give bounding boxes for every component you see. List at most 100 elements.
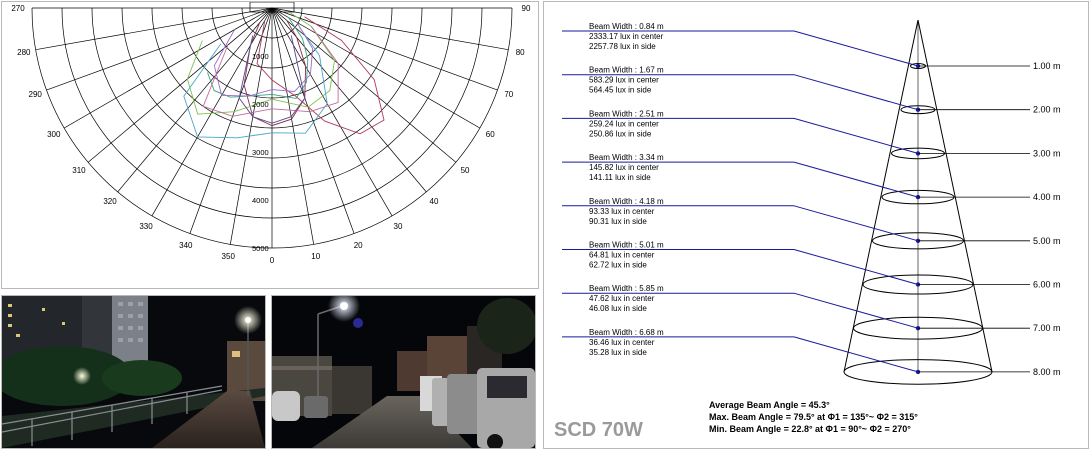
- radial-tick-label: 5000: [252, 244, 269, 253]
- center-lux-label: 47.62 lux in center: [589, 294, 655, 303]
- intensity-curve: [256, 16, 385, 135]
- polar-grid-spoke: [271, 7, 315, 245]
- angle-tick-label: 30: [394, 222, 403, 231]
- angle-tick-label: 20: [354, 241, 363, 250]
- cone-edge-right: [917, 19, 993, 373]
- polar-grid-spoke: [271, 7, 481, 129]
- radial-tick-label: 3000: [252, 148, 269, 157]
- polar-grid-spoke: [229, 7, 273, 245]
- distance-label: 8.00 m: [1033, 367, 1061, 377]
- label-pointer-line: [793, 30, 919, 67]
- beam-diagram-panel: 1.00 m Beam Width : 0.84 m 2333.17 lux in …: [543, 1, 1089, 449]
- distance-label: 1.00 m: [1033, 61, 1061, 71]
- intensity-curve: [243, 20, 307, 127]
- polar-grid-spoke: [271, 7, 457, 163]
- polar-grid-spoke: [63, 7, 273, 129]
- center-lux-label: 2333.17 lux in center: [589, 32, 664, 41]
- beam-width-label: Beam Width : 5.01 m: [589, 241, 664, 250]
- intensity-curve: [202, 26, 339, 117]
- luminaire-marker: [249, 1, 295, 13]
- beam-width-label: Beam Width : 6.68 m: [589, 328, 664, 337]
- angle-tick-label: 270: [11, 4, 25, 13]
- angle-tick-label: 310: [72, 166, 86, 175]
- side-lux-label: 250.86 lux in side: [589, 129, 652, 138]
- polar-grid-spoke: [87, 7, 273, 163]
- polar-grid-spoke: [271, 7, 393, 217]
- distance-label: 4.00 m: [1033, 192, 1061, 202]
- distance-label: 7.00 m: [1033, 323, 1061, 333]
- angle-tick-label: 10: [311, 252, 320, 261]
- cone-edge-left: [843, 19, 919, 373]
- angle-tick-label: 280: [17, 48, 31, 57]
- intensity-curve: [207, 17, 309, 99]
- side-lux-label: 35.28 lux in side: [589, 348, 647, 357]
- angle-tick-label: 350: [222, 252, 236, 261]
- beam-width-label: Beam Width : 3.34 m: [589, 153, 664, 162]
- side-lux-label: 141.11 lux in side: [589, 173, 651, 182]
- side-lux-label: 90.31 lux in side: [589, 217, 647, 226]
- max-beam-angle: Max. Beam Angle = 79.5° at Φ1 = 135°~ Φ2…: [709, 412, 918, 422]
- radial-tick-label: 1000: [252, 52, 269, 61]
- radial-tick-label: 2000: [252, 100, 269, 109]
- angle-tick-label: 70: [504, 90, 513, 99]
- label-pointer-line: [793, 161, 919, 198]
- intensity-curve: [186, 12, 335, 115]
- polar-grid-spoke: [271, 7, 509, 51]
- beam-width-label: Beam Width : 2.51 m: [589, 109, 664, 118]
- center-lux-label: 145.82 lux in center: [589, 163, 659, 172]
- walkway-scene: [2, 296, 265, 448]
- beam-width-label: Beam Width : 5.85 m: [589, 284, 664, 293]
- side-lux-label: 2257.78 lux in side: [589, 42, 656, 51]
- polar-grid-spoke: [271, 7, 427, 193]
- intensity-curve: [238, 35, 306, 124]
- polar-grid-spoke: [46, 7, 273, 91]
- polar-grid-spoke: [189, 7, 273, 234]
- distance-label: 3.00 m: [1033, 148, 1061, 158]
- polar-grid-spoke: [271, 7, 355, 234]
- polar-grid-spoke: [117, 7, 273, 193]
- polar-grid-spoke: [35, 7, 273, 51]
- beam-width-label: Beam Width : 0.84 m: [589, 22, 664, 31]
- label-pointer-line: [793, 249, 919, 285]
- polar-chart: 270 280 290 300 310 320 330 340 350 0 10 20 30 40 50 60…: [11, 1, 531, 265]
- intensity-curve: [183, 27, 328, 139]
- label-pointer-line: [793, 205, 919, 242]
- side-lux-label: 564.45 lux in side: [589, 86, 652, 95]
- distance-label: 2.00 m: [1033, 105, 1061, 115]
- angle-tick-label: 330: [139, 222, 153, 231]
- polar-grid-spoke: [271, 7, 498, 91]
- night-walkway-photo: [1, 295, 266, 449]
- night-street-photo: [271, 295, 536, 449]
- label-pointer-line: [793, 117, 919, 154]
- label-pointer-line: [793, 74, 919, 111]
- distance-label: 5.00 m: [1033, 236, 1061, 246]
- center-lux-label: 36.46 lux in center: [589, 338, 655, 347]
- center-lux-label: 93.33 lux in center: [589, 207, 655, 216]
- label-pointer-line: [793, 292, 919, 329]
- min-beam-angle: Min. Beam Angle = 22.8° at Φ1 = 90°~ Φ2 …: [709, 424, 911, 434]
- angle-tick-label: 60: [486, 130, 495, 139]
- angle-tick-label: 50: [461, 166, 470, 175]
- beam-width-label: Beam Width : 4.18 m: [589, 197, 664, 206]
- center-lux-label: 64.81 lux in center: [589, 251, 655, 260]
- angle-tick-label: 320: [103, 197, 117, 206]
- label-pointer-line: [793, 336, 919, 373]
- angle-tick-label: 340: [179, 241, 193, 250]
- center-lux-label: 583.29 lux in center: [589, 76, 659, 85]
- side-lux-label: 62.72 lux in side: [589, 261, 647, 270]
- center-lux-label: 259.24 lux in center: [589, 119, 659, 128]
- beam-width-label: Beam Width : 1.67 m: [589, 66, 664, 75]
- radial-tick-label: 4000: [252, 196, 269, 205]
- distance-label: 6.00 m: [1033, 280, 1061, 290]
- model-label: SCD 70W: [554, 419, 643, 441]
- intensity-curve: [213, 22, 314, 97]
- polar-chart-panel: 270 280 290 300 310 320 330 340 350 0 10 20 30 40 50 60…: [1, 1, 539, 289]
- street-scene: [272, 296, 535, 448]
- angle-tick-label: 80: [516, 48, 525, 57]
- angle-tick-label: 300: [47, 130, 61, 139]
- angle-tick-label: 40: [430, 197, 439, 206]
- angle-tick-label: 90: [522, 4, 531, 13]
- average-beam-angle: Average Beam Angle = 45.3°: [709, 400, 830, 410]
- side-lux-label: 46.08 lux in side: [589, 304, 647, 313]
